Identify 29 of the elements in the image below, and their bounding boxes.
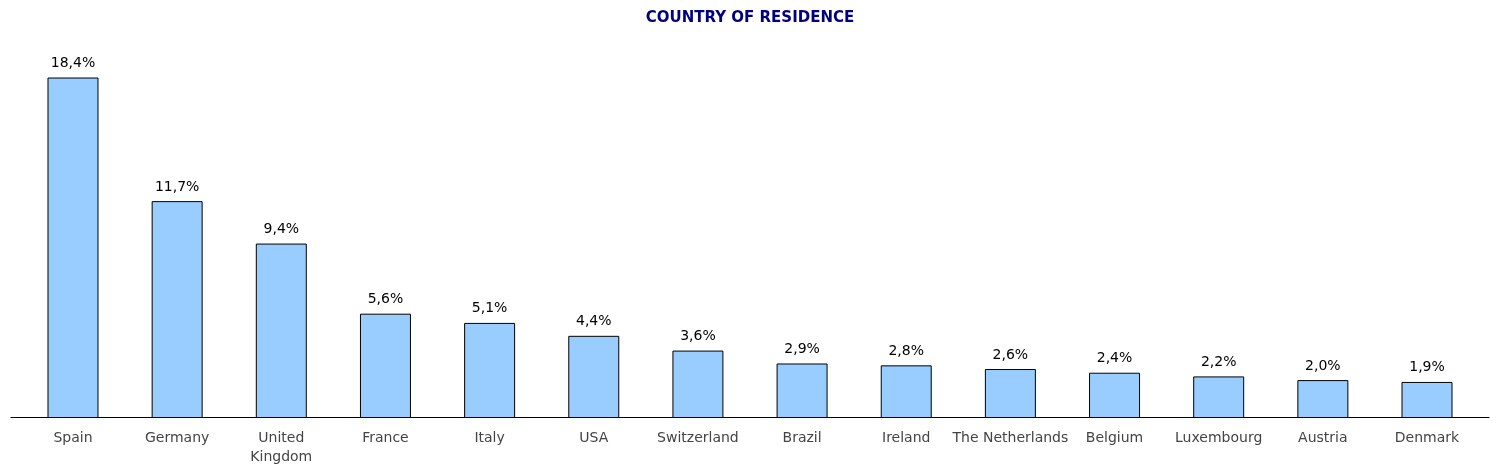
data-label: 2,8%	[888, 341, 925, 358]
chart-title: COUNTRY OF RESIDENCE	[645, 7, 855, 26]
data-label: 2,9%	[784, 340, 820, 356]
x-tick-label: Luxembourg	[1175, 428, 1263, 445]
data-label: 3,6%	[680, 327, 716, 344]
x-tick-label: Brazil	[782, 428, 822, 445]
data-label: 18,4%	[50, 54, 96, 71]
data-label: 2,2%	[1200, 352, 1237, 369]
x-tick-label: Switzerland	[657, 428, 739, 445]
data-label: 2,6%	[992, 345, 1029, 362]
x-tick-label: Germany	[144, 428, 210, 445]
x-tick-label: Austria	[1298, 428, 1348, 445]
data-label: 5,1%	[471, 299, 508, 316]
x-tick-label: The Netherlands	[951, 428, 1069, 445]
x-tick-label: United Kingdom	[250, 428, 313, 464]
x-tick-label: Ireland	[882, 428, 931, 445]
data-label: 5,6%	[367, 290, 404, 307]
x-tick-label: France	[362, 428, 409, 445]
data-label: 1,9%	[1409, 358, 1445, 375]
x-tick-label: Denmark	[1394, 428, 1461, 445]
data-label: 11,7%	[154, 177, 200, 194]
x-tick-label: Belgium	[1085, 428, 1144, 445]
x-tick-label: Italy	[474, 428, 505, 445]
data-label: 4,4%	[575, 312, 612, 329]
data-label: 2,0%	[1305, 356, 1341, 373]
data-label: 2,4%	[1096, 349, 1133, 366]
x-tick-label: USA	[579, 428, 609, 445]
data-label: 9,4%	[263, 220, 300, 237]
x-tick-label: Spain	[53, 428, 93, 445]
